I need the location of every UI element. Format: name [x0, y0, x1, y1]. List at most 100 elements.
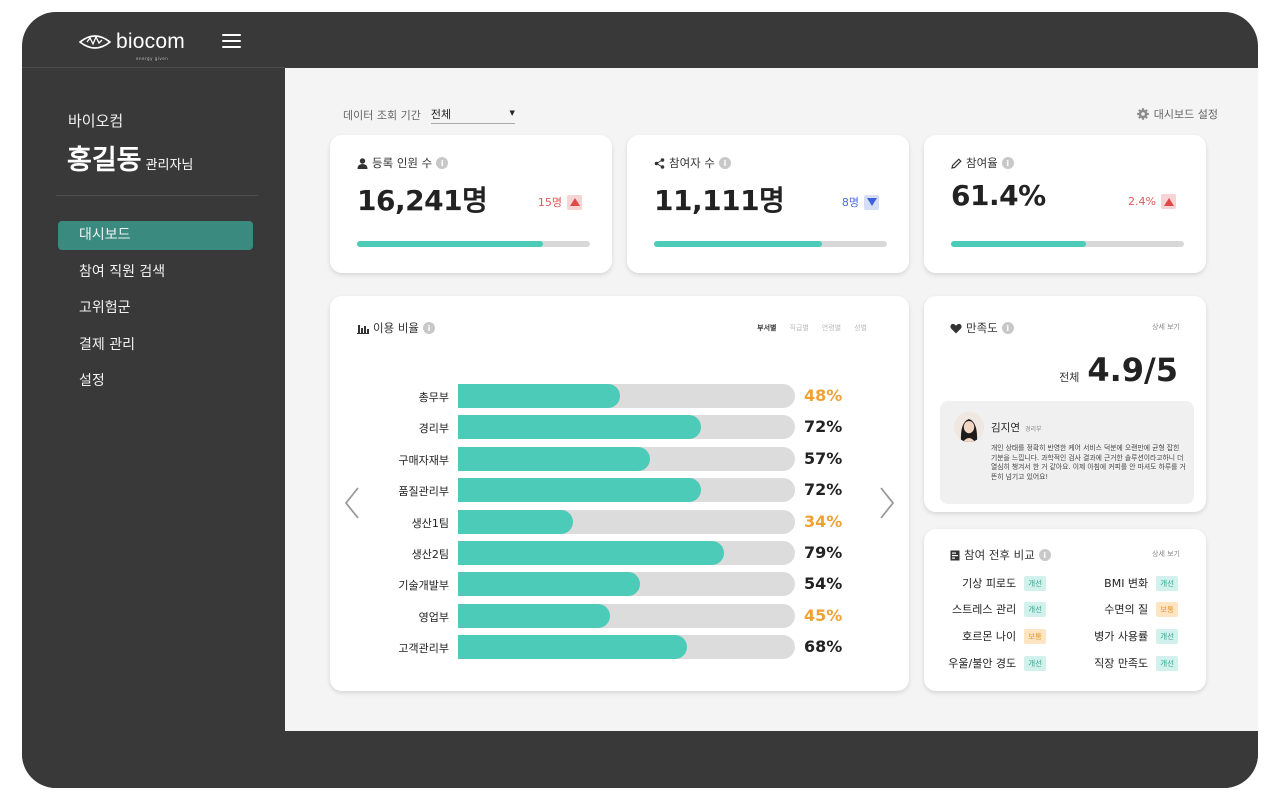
- bar-value-label: 45%: [804, 605, 843, 625]
- bar-track: [458, 415, 795, 440]
- usage-title: 이용 비율 i: [357, 320, 435, 336]
- sidebar-item-settings[interactable]: 설정: [79, 373, 105, 389]
- info-icon[interactable]: i: [1001, 157, 1014, 169]
- sidebar-item-billing[interactable]: 결제 관리: [79, 336, 135, 353]
- comparison-card: 참여 전후 비교 i 상세 보기 기상 피로도 개선 BMI 변화 개선 스트레스 관리…: [924, 529, 1206, 691]
- tab-department[interactable]: 부서별: [757, 324, 777, 332]
- period-select[interactable]: 전체 ▼: [430, 106, 515, 124]
- trend-up-icon: [567, 194, 582, 210]
- info-icon[interactable]: i: [718, 157, 731, 169]
- satisfaction-card: 만족도 i 상세 보기 전체 4.9/5: [924, 296, 1206, 512]
- bar[interactable]: [458, 635, 688, 660]
- sidebar-item-dashboard[interactable]: 대시보드: [58, 221, 253, 250]
- bar-track: [458, 541, 795, 565]
- dashboard-settings-button[interactable]: 대시보드 설정: [1136, 106, 1218, 122]
- period-value: 전체: [430, 108, 452, 121]
- status-badge: 개선: [1024, 601, 1046, 617]
- tab-gender[interactable]: 성별: [854, 324, 867, 332]
- bar[interactable]: [458, 446, 651, 471]
- info-icon[interactable]: i: [422, 322, 435, 334]
- reviewer-name: 김지연: [991, 422, 1020, 434]
- bar-track: [458, 509, 795, 534]
- usage-chart-card: 이용 비율 i 부서별 직급별 연령별 성별 총무부 48% 경리부 72% 구매자재부…: [330, 296, 909, 691]
- comparison-detail-link[interactable]: 상세 보기: [1152, 550, 1180, 558]
- bar-label: 총무부: [418, 391, 449, 404]
- stat-title-text: 등록 인원 수: [372, 156, 433, 170]
- progress-fill: [654, 241, 822, 247]
- trend-up-icon: [1161, 194, 1176, 209]
- menu-icon[interactable]: [222, 34, 241, 48]
- bar[interactable]: [458, 509, 573, 534]
- logo-eye-icon: [78, 35, 112, 49]
- review-text: 개인 상태를 정확히 반영한 케어 서비스 덕분에 오랜만에 균형 잡힌 기분을…: [991, 444, 1186, 481]
- status-badge: 개선: [1024, 575, 1046, 591]
- bar-row: 총무부 48%: [330, 384, 909, 408]
- bar-label: 생산1팀: [411, 516, 449, 530]
- bottom-bar: [22, 731, 1258, 788]
- bar-chart-icon: [357, 324, 369, 334]
- info-icon[interactable]: i: [436, 157, 449, 169]
- bar[interactable]: [458, 541, 725, 565]
- stat-card-registered: 등록 인원 수 i 16,241명 15명: [330, 135, 612, 273]
- brand-tagline: energy given: [136, 56, 169, 61]
- comparison-label: 수면의 질: [1104, 603, 1149, 616]
- progress-bar: [357, 241, 590, 247]
- bar[interactable]: [458, 384, 620, 408]
- app-frame: biocom energy given 바이오컴 홍길동 관리자님 대시보드 참여…: [22, 12, 1258, 788]
- bar[interactable]: [458, 478, 701, 503]
- tab-position[interactable]: 직급별: [789, 324, 809, 332]
- stat-title-text: 참여자 수: [669, 156, 715, 170]
- bar-label: 품질관리부: [398, 485, 449, 499]
- user-role: 관리자님: [145, 158, 194, 173]
- score-value: 4.9/5: [1087, 351, 1178, 389]
- usage-tabs: 부서별 직급별 연령별 성별: [757, 323, 867, 333]
- bar-row: 품질관리부 72%: [330, 478, 909, 503]
- comparison-item: 직장 만족도 개선: [1094, 655, 1178, 671]
- bar-label: 생산2팀: [411, 548, 449, 561]
- comparison-row: 우울/불안 경도 개선 직장 만족도 개선: [924, 655, 1206, 671]
- comparison-item: 스트레스 관리 개선: [952, 601, 1046, 617]
- biocom-logo[interactable]: biocom energy given: [78, 30, 185, 61]
- status-badge: 보통: [1024, 628, 1046, 644]
- trend-down-icon: [864, 194, 879, 210]
- progress-bar: [951, 241, 1184, 247]
- chevron-right-icon[interactable]: [878, 486, 896, 520]
- stat-title-text: 참여율: [966, 156, 998, 170]
- brand-name: biocom: [116, 30, 185, 53]
- progress-fill: [951, 241, 1087, 247]
- score: 전체 4.9/5: [1059, 351, 1178, 389]
- status-badge: 개선: [1024, 655, 1046, 671]
- bar-track: [458, 635, 795, 660]
- bar-row: 경리부 72%: [330, 415, 909, 440]
- status-badge: 개선: [1156, 575, 1178, 591]
- comparison-row: 기상 피로도 개선 BMI 변화 개선: [924, 575, 1206, 591]
- main-content: 데이터 조회 기간 전체 ▼ 대시보드 설정: [285, 68, 1258, 731]
- bar-value-label: 72%: [804, 417, 843, 437]
- satisfaction-detail-link[interactable]: 상세 보기: [1152, 323, 1180, 331]
- pencil-icon: [951, 157, 962, 169]
- bar-track: [458, 478, 795, 503]
- bar[interactable]: [458, 415, 701, 440]
- document-icon: [950, 550, 960, 560]
- stat-value: 16,241명: [357, 184, 488, 217]
- info-icon[interactable]: i: [1038, 549, 1051, 561]
- bar-label: 구매자재부: [398, 453, 449, 467]
- bar[interactable]: [458, 603, 610, 628]
- comparison-label: 호르몬 나이: [962, 630, 1017, 643]
- bar-value-label: 79%: [804, 543, 843, 562]
- comparison-item: 기상 피로도 개선: [962, 575, 1046, 591]
- bar[interactable]: [458, 572, 640, 597]
- share-icon: [654, 157, 665, 169]
- tab-age[interactable]: 연령별: [821, 324, 842, 332]
- stat-value: 61.4%: [951, 179, 1046, 212]
- info-icon[interactable]: i: [1001, 322, 1014, 334]
- bar-track: [458, 572, 795, 597]
- sidebar-item-high-risk[interactable]: 고위험군: [79, 300, 131, 316]
- avatar: [954, 412, 984, 442]
- chevron-left-icon[interactable]: [343, 486, 361, 520]
- bar-label: 고객관리부: [398, 642, 449, 656]
- sidebar-item-employee-search[interactable]: 참여 직원 검색: [79, 263, 166, 280]
- top-bar: biocom energy given: [22, 12, 1258, 68]
- bar-label: 기술개발부: [398, 579, 449, 593]
- org-name: 바이오컴: [68, 112, 124, 130]
